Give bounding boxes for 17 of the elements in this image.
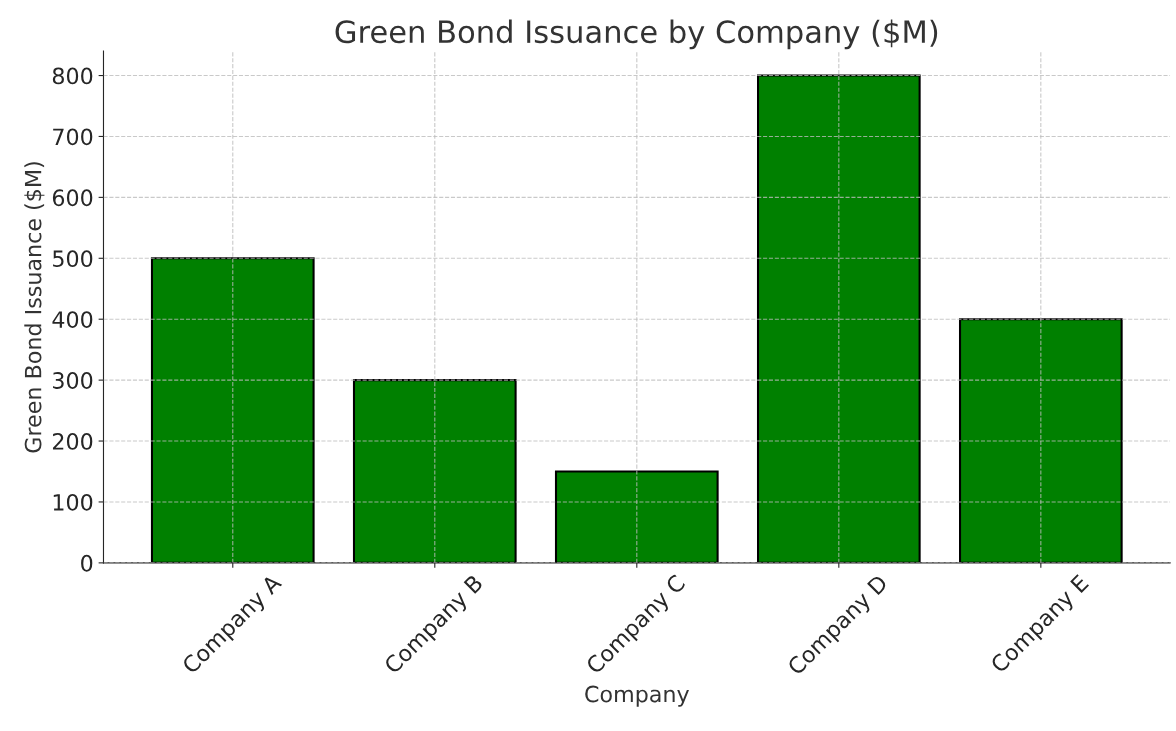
- y-tick-label: 800: [52, 67, 93, 85]
- bar: [554, 470, 719, 563]
- chart-title: Green Bond Issuance by Company ($M): [335, 19, 938, 50]
- bar: [150, 257, 315, 563]
- x-axis-title: Company: [585, 685, 689, 707]
- bar: [958, 318, 1123, 563]
- y-tick-label: 500: [53, 250, 93, 268]
- y-tick-label: 600: [52, 189, 93, 207]
- y-axis-title: Green Bond Issuance ($M): [24, 162, 45, 453]
- y-tick-label: 100: [53, 493, 93, 511]
- bar: [756, 74, 921, 563]
- y-tick-label: 400: [52, 311, 93, 328]
- bar: [352, 379, 517, 563]
- y-tick-label: 300: [53, 372, 93, 389]
- y-tick-label: 200: [52, 432, 93, 450]
- y-tick-label: 0: [81, 554, 93, 572]
- y-tick-label: 700: [53, 128, 93, 146]
